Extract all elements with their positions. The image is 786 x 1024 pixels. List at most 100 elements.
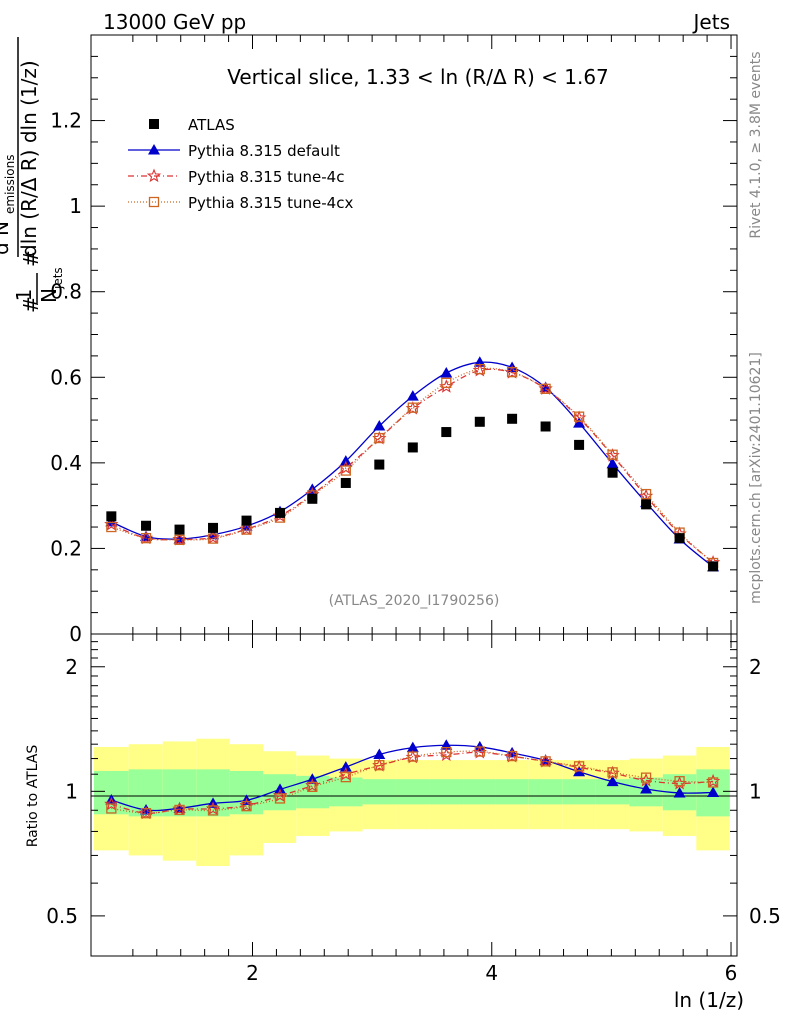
ratio-point-2-2 [174, 804, 185, 816]
series-point-2-2 [174, 534, 185, 546]
ratio-point-1-0 [104, 796, 119, 811]
series-2 [106, 364, 719, 819]
data-point-0 [106, 511, 117, 522]
data-point-1 [141, 520, 152, 531]
ratio-point-2-15 [607, 767, 618, 778]
data-point-18 [708, 561, 719, 572]
ratio-plot-frame [90, 633, 738, 957]
y-label-frac1-den-sub: jets [51, 267, 65, 290]
series-point-0-10 [440, 367, 453, 378]
ratio-point-2-1 [140, 808, 152, 819]
legend-label-2: Pythia 8.315 tune-4cx [188, 194, 353, 212]
series-point-0-7 [339, 455, 352, 466]
band-stat-0 [93, 770, 129, 815]
series-point-2-0 [106, 521, 117, 533]
ratio-point-0-7 [339, 761, 352, 772]
y-label-frac1-num: 1 [12, 289, 36, 302]
data-point-10 [441, 427, 452, 438]
ratio-point-2-0 [106, 803, 117, 814]
series-point-2-1 [140, 533, 152, 544]
y-tick-label: 0 [69, 622, 82, 646]
y-label-frac1-den: N [37, 288, 61, 303]
y-label-frac2-num-sub: emissions [3, 155, 17, 214]
chart-title: Vertical slice, 1.33 < ln (R/Δ R) < 1.67 [227, 65, 609, 89]
series-point-2-14 [573, 411, 585, 422]
legend-label-data: ATLAS [188, 116, 235, 134]
y-tick-label: 0.2 [50, 536, 82, 560]
ratio-y-tick-label: 1 [65, 779, 78, 803]
ratio-point-2-17 [674, 776, 685, 787]
y-label-hash-2: # [19, 250, 43, 267]
ratio-point-0-8 [373, 748, 386, 760]
data-point-3 [208, 522, 219, 533]
series-point-2-3 [207, 533, 219, 544]
legend-marker-0 [148, 144, 160, 155]
series-point-0-8 [373, 420, 386, 431]
ratio-point-2-9 [407, 751, 418, 762]
y-label-frac2-num-sup: 2 [0, 234, 2, 242]
y-tick-label: 0.4 [50, 451, 82, 475]
ratio-y-tick-label-right: 0.5 [749, 904, 781, 928]
series-point-2-16 [640, 488, 652, 500]
y-label-frac2-num-d: d [0, 242, 13, 255]
ratio-point-2-10 [441, 746, 452, 758]
ratio-y-tick-label-right: 1 [749, 779, 762, 803]
data-point-16 [641, 499, 652, 510]
series-point-2-11 [474, 364, 485, 375]
ratio-point-0-16 [640, 782, 653, 794]
ratio-y-axis-label: Ratio to ATLAS [25, 745, 41, 848]
data-point-8 [374, 459, 385, 470]
ratio-point-2-12 [506, 750, 518, 762]
y-axis-label: # 1 N jets # d 2 N emissions dln (R/Δ R)… [0, 37, 65, 313]
legend-label-0: Pythia 8.315 default [188, 142, 340, 160]
series-point-2-10 [441, 377, 452, 388]
ratio-line-2 [111, 750, 714, 814]
ratio-point-2-3 [207, 805, 219, 816]
ratio-point-0-17 [673, 786, 686, 798]
data-point-7 [340, 477, 351, 488]
ratio-point-2-6 [307, 781, 318, 792]
band-stat-11 [463, 779, 496, 805]
ratio-point-2-8 [374, 760, 385, 771]
band-stat-14 [562, 779, 596, 805]
data-point-2 [174, 524, 185, 535]
legend-marker-1 [146, 168, 162, 183]
ratio-y-tick-label: 2 [65, 655, 78, 679]
series-point-0-15 [606, 457, 619, 469]
data-point-12 [507, 413, 518, 424]
header-right: Jets [692, 10, 730, 34]
uncertainty-bands [93, 738, 730, 867]
data-point-5 [275, 507, 286, 518]
data-point-13 [540, 421, 551, 432]
series-point-2-12 [506, 367, 518, 378]
analysis-id: (ATLAS_2020_I1790256) [329, 593, 500, 609]
series-point-2-15 [607, 449, 618, 460]
legend-label-1: Pythia 8.315 tune-4c [188, 168, 344, 186]
data-point-17 [674, 533, 685, 544]
y-label-frac2-num-main: N [0, 221, 13, 236]
data-point-11 [474, 416, 485, 427]
band-stat-12 [495, 779, 529, 805]
ratio-y-tick-label: 0.5 [46, 904, 78, 928]
y-tick-label: 1 [69, 194, 82, 218]
series-line-1 [111, 368, 714, 564]
rivet-label: Rivet 4.1.0, ≥ 3.8M events [748, 51, 764, 238]
x-tick-label: 4 [485, 961, 498, 985]
band-stat-4 [229, 770, 264, 815]
ratio-point-2-14 [573, 761, 585, 772]
series-layer [104, 356, 721, 820]
series-point-2-8 [374, 432, 385, 444]
y-label-frac2-den: dln (R/Δ R) dln (1/z) [17, 60, 41, 257]
band-stat-7 [329, 777, 363, 807]
data-point-14 [574, 439, 585, 450]
ratio-point-2-4 [241, 801, 252, 812]
y-tick-label: 1.2 [50, 109, 82, 133]
legend: ATLAS Pythia 8.315 default Pythia 8.315 tu… [128, 116, 353, 212]
mcplots-label: mcplots.cern.ch [arXiv:2401.10621] [748, 352, 764, 604]
data-point-6 [307, 493, 318, 504]
band-stat-8 [362, 779, 397, 805]
ratio-point-2-16 [640, 772, 652, 783]
series-point-0-14 [573, 417, 586, 428]
data-point-9 [407, 442, 418, 453]
ratio-point-2-7 [340, 771, 351, 783]
